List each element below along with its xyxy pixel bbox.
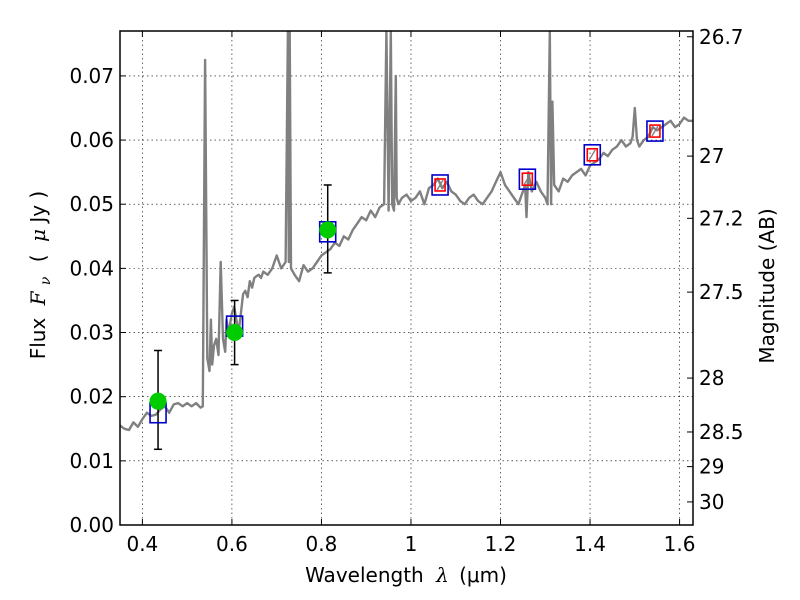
y-axis-label: Flux F ν ( μ Jy ) — [26, 191, 55, 360]
y-tick-label: 0.03 — [69, 321, 114, 345]
y-tick-label: 0.07 — [69, 64, 114, 88]
observed-point — [226, 324, 244, 342]
x-axis-label: Wavelength λ (μm) — [305, 563, 507, 587]
ticks: 0.4 0.6 0.8 1 1.2 1.4 1.6 0.00 0.01 0.02 0.03 0.04 0… — [69, 25, 743, 556]
model-point — [583, 144, 602, 166]
y2-tick-label: 27 — [699, 144, 724, 168]
observed-point — [149, 392, 167, 410]
plot-area — [120, 31, 693, 451]
model-point — [431, 174, 449, 196]
y-tick-label: 0.00 — [69, 513, 114, 537]
y2-tick-label: 27.5 — [699, 280, 744, 304]
upper-limit-point — [434, 178, 446, 192]
upper-limit-point — [586, 148, 599, 162]
x-tick-label: 0.6 — [216, 532, 248, 556]
y-tick-label: 0.04 — [69, 256, 114, 280]
y2-tick-label: 30 — [699, 490, 724, 514]
y2-tick-label: 26.7 — [699, 25, 744, 49]
y2-tick-label: 27.2 — [699, 206, 744, 230]
y-tick-label: 0.01 — [69, 449, 114, 473]
upper-limit-arrow — [523, 173, 531, 185]
x-tick-label: 1.4 — [574, 532, 606, 556]
y2-tick-label: 28 — [699, 366, 724, 390]
x-tick-label: 0.4 — [126, 532, 158, 556]
upper-limit-arrow — [651, 125, 659, 137]
upper-limit-arrow — [436, 179, 444, 191]
y-tick-label: 0.06 — [69, 128, 114, 152]
x-tick-label: 0.8 — [306, 532, 338, 556]
upper-limit-point — [649, 124, 661, 138]
plot-frame — [119, 30, 694, 526]
y2-tick-label: 28.5 — [699, 420, 744, 444]
upper-limit-point — [521, 172, 534, 186]
observed-point — [319, 221, 337, 239]
x-tick-label: 1.2 — [485, 532, 517, 556]
x-tick-label: 1.6 — [664, 532, 696, 556]
model-point — [646, 120, 664, 142]
upper-limit-arrow — [588, 149, 596, 161]
y-tick-label: 0.05 — [69, 192, 114, 216]
x-tick-label: 1 — [405, 532, 418, 556]
y2-axis-label: Magnitude (AB) — [755, 208, 779, 363]
y2-tick-label: 29 — [699, 455, 724, 479]
model-point — [518, 168, 537, 190]
grid — [120, 31, 693, 525]
y-tick-label: 0.02 — [69, 385, 114, 409]
series-line — [120, 31, 693, 432]
